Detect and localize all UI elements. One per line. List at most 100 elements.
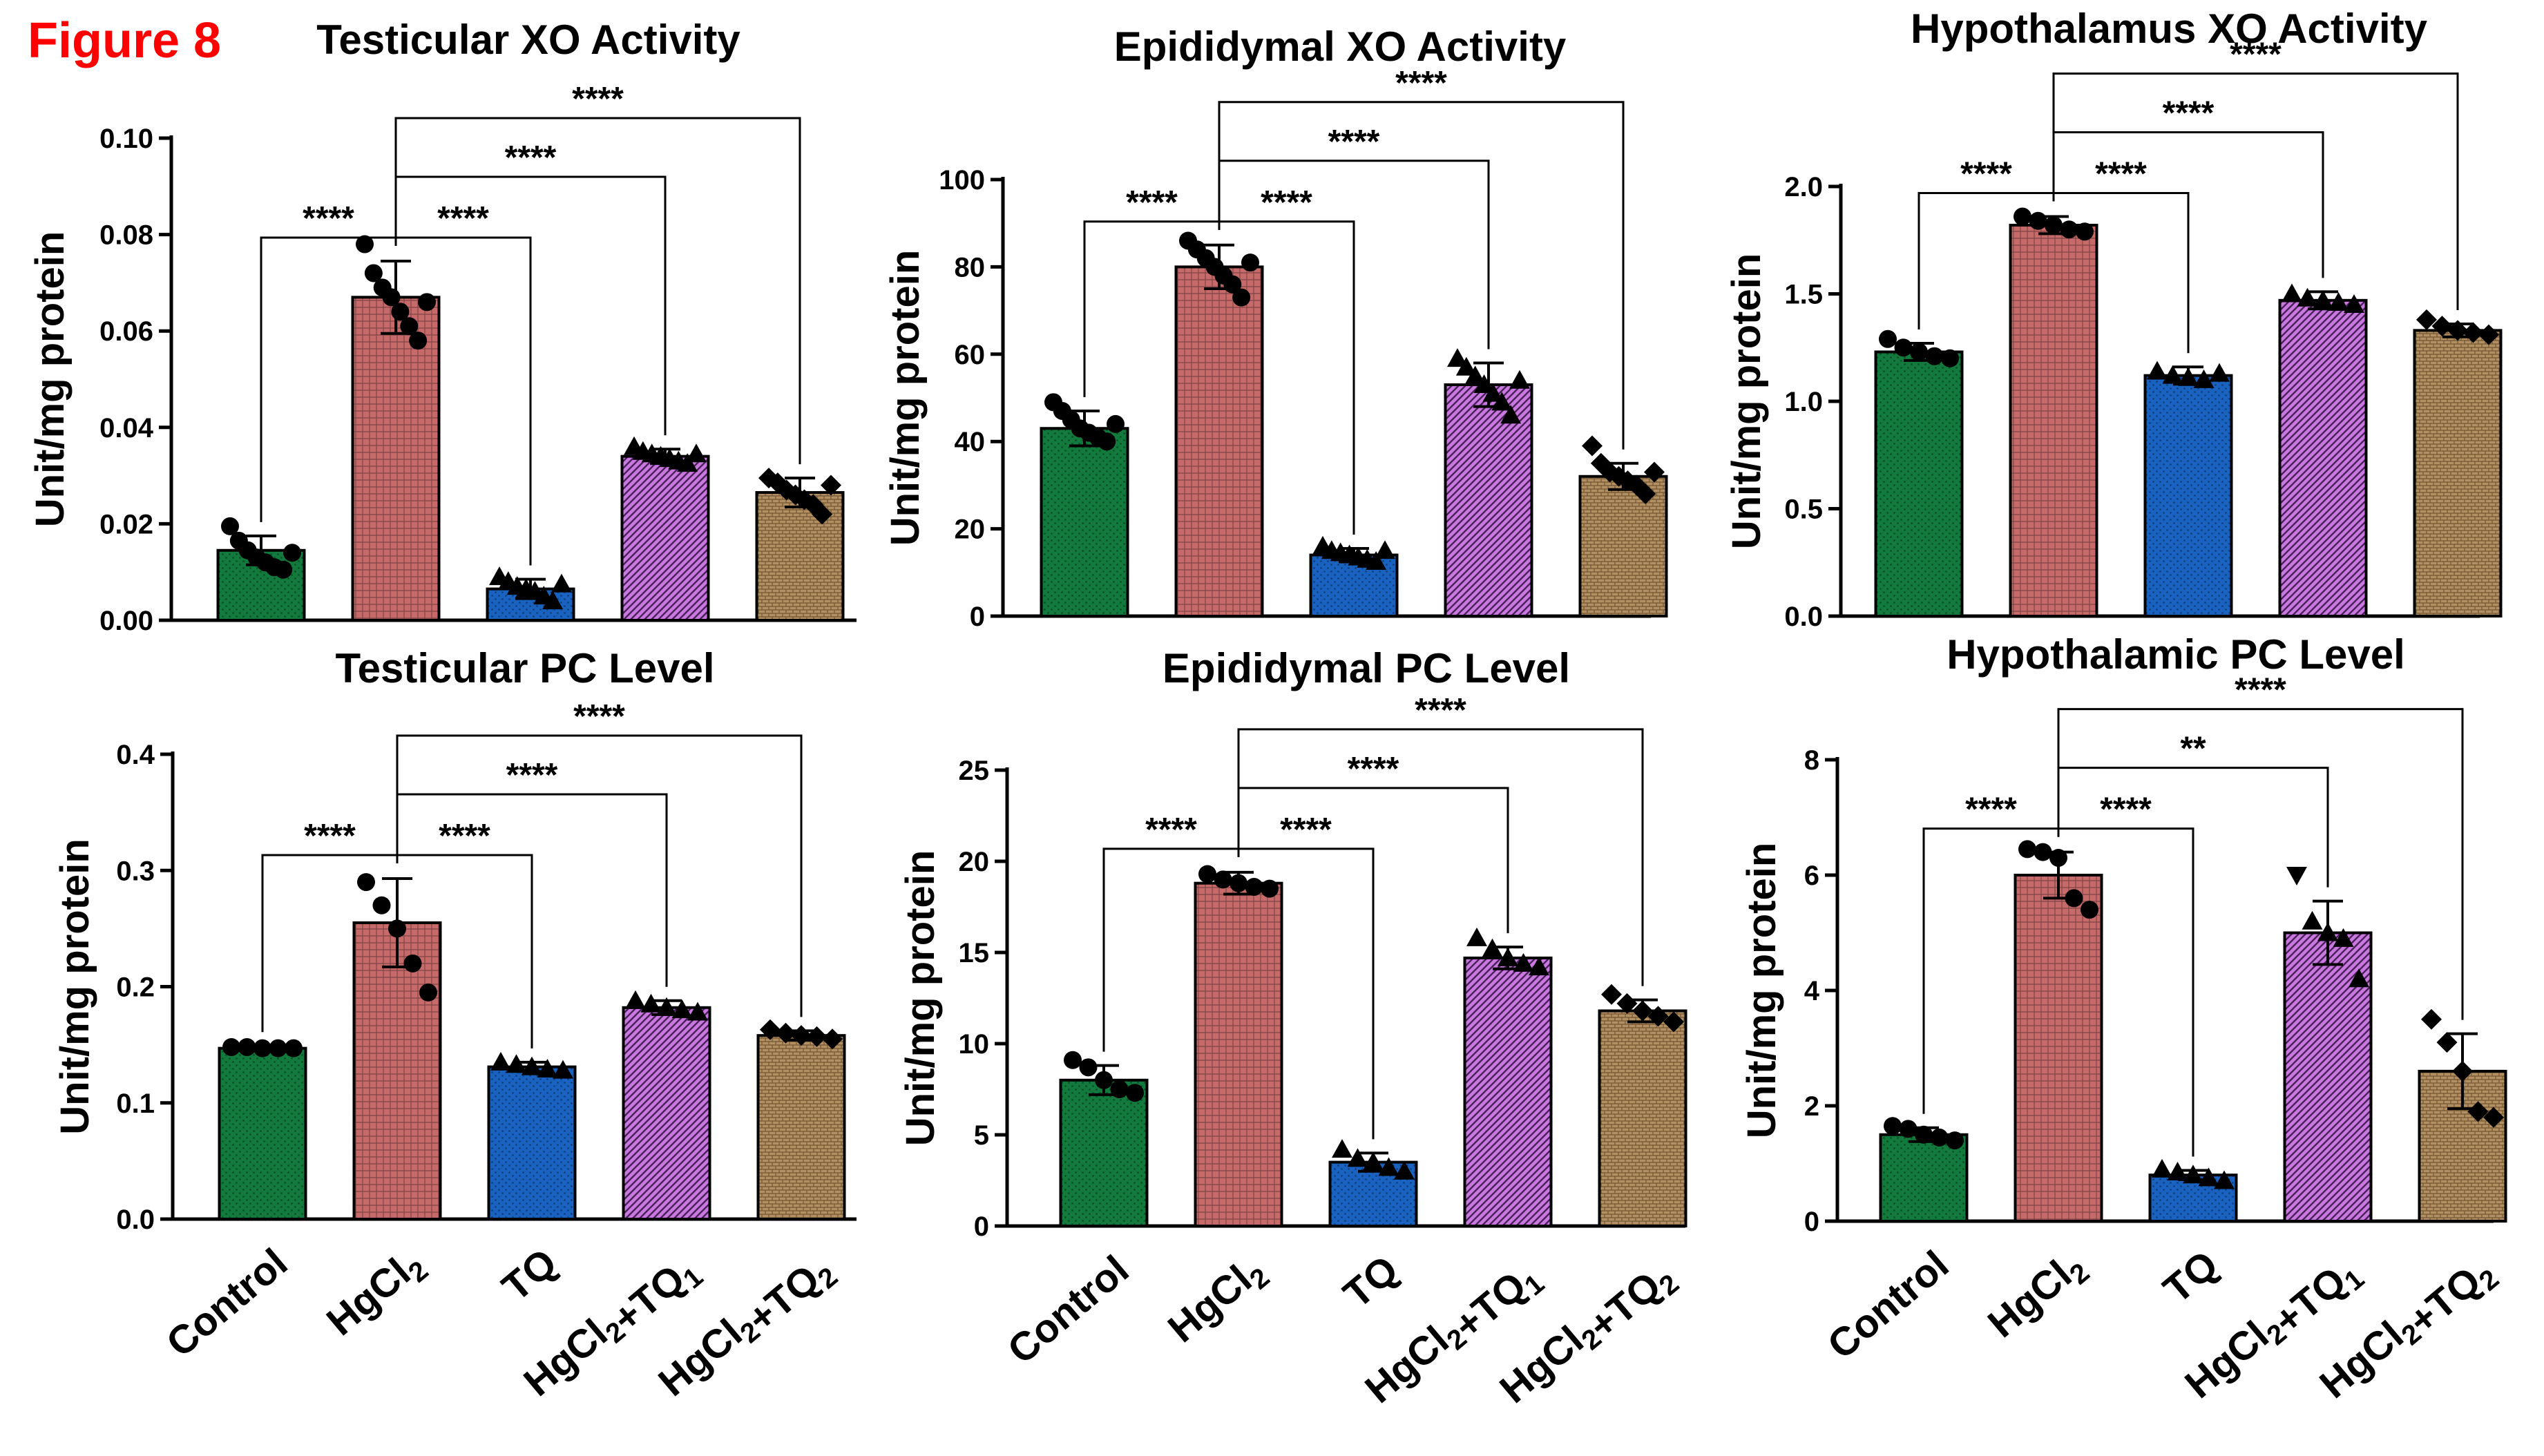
data-point-tq — [553, 1060, 573, 1079]
figure-label: Figure 8 — [28, 13, 222, 68]
y-tick-label: 40 — [955, 427, 986, 457]
error-bar-hgcl2-tq2 — [2447, 1032, 2478, 1111]
data-point-control — [1884, 1117, 1902, 1136]
significance-label: **** — [572, 81, 624, 117]
data-point-hgcl2-tq1 — [2297, 287, 2318, 307]
data-point-tq — [2209, 363, 2230, 382]
data-point-tq — [2162, 365, 2183, 384]
data-point-control — [274, 560, 293, 579]
bar-tq — [2143, 374, 2233, 617]
y-axis-label: Unit/mg protein — [1724, 253, 1769, 550]
bar-hgcl2 — [351, 296, 441, 622]
significance-label: **** — [1395, 65, 1447, 102]
y-tick-label: 25 — [959, 756, 990, 786]
significance-label: **** — [2235, 672, 2286, 709]
data-point-hgcl2-tq1 — [1447, 348, 1468, 367]
data-point-tq — [1375, 540, 1395, 559]
data-point-control — [269, 1039, 287, 1057]
chart-panel-epididymal-pc-level: Epididymal PC Level Unit/mg protein 0 5 10 15… — [898, 645, 1687, 1412]
data-point-tq — [2147, 361, 2168, 380]
significance-label: **** — [2230, 37, 2282, 73]
data-point-hgcl2-tq2 — [1635, 483, 1656, 505]
bar-hgcl2 — [1194, 881, 1283, 1228]
data-point-control — [1126, 1084, 1144, 1102]
data-point-hgcl2-tq2 — [2416, 309, 2437, 330]
significance-label: **** — [439, 818, 490, 854]
y-tick-label: 1.5 — [1784, 280, 1823, 310]
y-tick-label: 0.2 — [116, 973, 155, 1003]
data-point-control — [1064, 1051, 1082, 1069]
error-bar-hgcl2 — [1223, 870, 1254, 896]
significance-bracket: **** — [1922, 792, 2060, 1114]
error-bar-hgcl2-tq1 — [2313, 899, 2343, 966]
data-point-hgcl2 — [409, 332, 428, 350]
significance-bracket: **** — [1917, 156, 2055, 330]
x-tick-label-control: Control — [1819, 1242, 1958, 1368]
data-point-tq — [551, 573, 572, 593]
data-point-hgcl2-tq1 — [1464, 365, 1486, 385]
data-point-tq — [1394, 1160, 1415, 1180]
y-tick-label: 0 — [1804, 1207, 1819, 1237]
bar-hgcl2-tq2 — [2413, 329, 2503, 617]
significance-label: **** — [1261, 184, 1312, 221]
bar-control — [218, 1046, 307, 1220]
x-tick-label-hgcl2: HgCl2 — [1160, 1247, 1276, 1355]
significance-bracket: **** — [394, 81, 801, 465]
error-bar-tq — [1339, 547, 1369, 563]
bar-hgcl2-tq1 — [620, 454, 710, 622]
chart-panel-testicular-xo-activity: Testicular XO Activity Unit/mg protein 0.0… — [28, 17, 857, 636]
error-bar-hgcl2-tq1 — [651, 999, 682, 1016]
y-axis-label: Unit/mg protein — [1739, 843, 1784, 1139]
chart-panel-epididymal-xo-activity: Epididymal XO Activity Unit/mg protein 0 20… — [883, 23, 1668, 632]
data-point-hgcl2-tq1 — [2286, 867, 2307, 885]
y-tick-label: 2 — [1804, 1091, 1819, 1122]
data-point-hgcl2-tq2 — [822, 1028, 843, 1050]
y-tick-label: 10 — [959, 1029, 990, 1060]
data-point-control — [283, 544, 301, 562]
chart-title: Epididymal PC Level — [1163, 645, 1570, 691]
significance-label: **** — [1280, 812, 1332, 848]
data-point-control — [222, 1037, 240, 1056]
data-point-hgcl2 — [1214, 870, 1232, 889]
data-point-hgcl2-tq1 — [1455, 356, 1477, 376]
data-point-hgcl2-tq1 — [2328, 291, 2349, 311]
bar-control — [1059, 1078, 1149, 1228]
x-tick-label-hgcl2: HgCl2 — [318, 1240, 434, 1348]
error-bar-hgcl2 — [382, 877, 412, 968]
data-point-hgcl2-tq2 — [2431, 316, 2453, 337]
data-point-hgcl2 — [2065, 889, 2083, 908]
error-bar-tq — [2173, 365, 2203, 386]
chart-title: Hypothalamic PC Level — [1947, 631, 2405, 678]
significance-label: **** — [505, 140, 557, 176]
data-point-hgcl2 — [2076, 222, 2094, 241]
data-point-hgcl2-tq2 — [2421, 1008, 2442, 1030]
bar-control — [1874, 350, 1964, 617]
y-tick-label: 4 — [1804, 976, 1820, 1006]
significance-label: **** — [437, 200, 489, 237]
y-tick-label: 5 — [974, 1120, 989, 1151]
data-point-hgcl2-tq1 — [625, 990, 646, 1009]
chart-panel-hypothalamic-pc-level: Hypothalamic PC Level Unit/mg protein 0 2 4 6… — [1739, 631, 2507, 1407]
error-bar-tq — [1358, 1151, 1388, 1173]
significance-label: **** — [2100, 792, 2152, 828]
bar-hgcl2-tq2 — [1598, 1009, 1687, 1227]
chart-panel-testicular-pc-level: Testicular PC Level Unit/mg protein 0.0 0.1… — [52, 645, 857, 1405]
data-point-hgcl2-tq2 — [821, 475, 841, 496]
data-point-hgcl2-tq1 — [2302, 910, 2323, 930]
x-tick-label-control: Control — [1000, 1247, 1138, 1372]
data-point-tq — [2214, 1170, 2235, 1189]
data-point-hgcl2 — [364, 264, 383, 282]
error-bar-control — [1089, 1064, 1119, 1096]
bar-hgcl2 — [352, 921, 442, 1221]
data-point-tq — [2152, 1158, 2172, 1178]
y-tick-label: 0.04 — [99, 413, 154, 443]
significance-bracket: **** — [1083, 184, 1221, 397]
bar-hgcl2-tq1 — [1463, 956, 1553, 1228]
error-bar-hgcl2 — [381, 259, 411, 335]
data-point-tq — [1347, 1148, 1368, 1167]
data-point-hgcl2 — [2018, 840, 2036, 859]
data-point-control — [1946, 1131, 1964, 1150]
data-point-hgcl2-tq1 — [640, 993, 662, 1013]
error-bar-control — [246, 534, 276, 566]
